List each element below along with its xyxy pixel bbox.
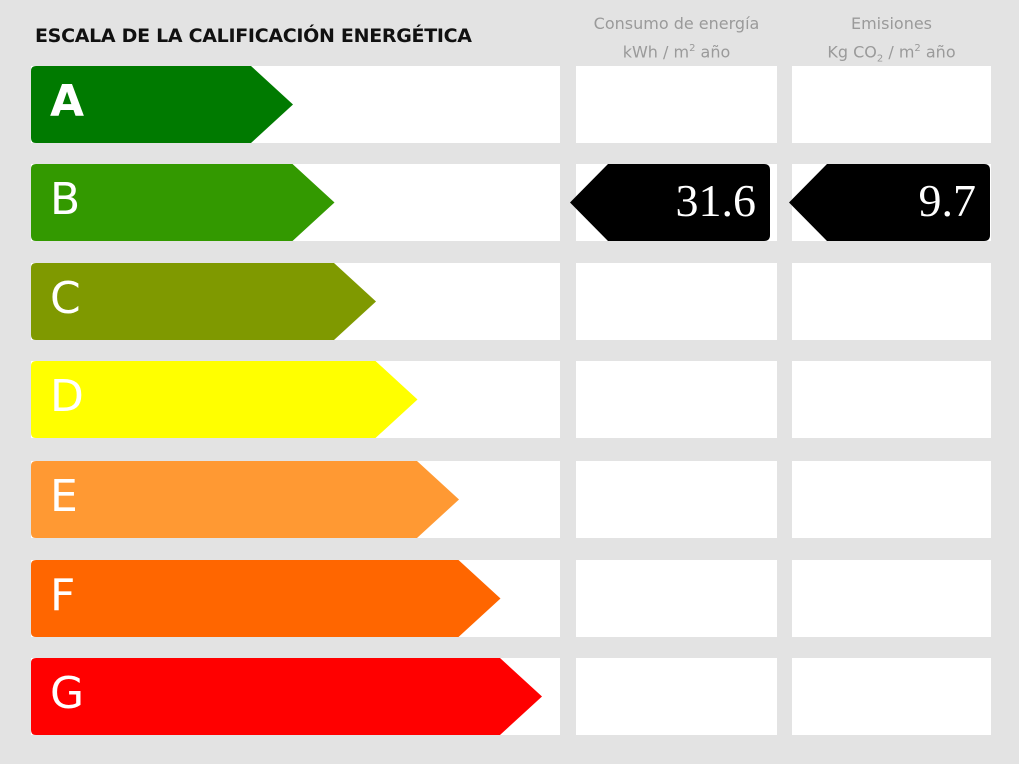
energy-cell [576, 461, 777, 538]
emissions-cell [792, 361, 991, 438]
emissions-indicator: 9.7 [789, 164, 990, 241]
rating-row-a: A [0, 66, 1019, 143]
emissions-cell [792, 461, 991, 538]
page-title: ESCALA DE LA CALIFICACIÓN ENERGÉTICA [35, 25, 472, 47]
rating-letter: G [50, 668, 85, 719]
emissions-header-label: Emisiones [850, 14, 933, 33]
energy-indicator-value: 31.6 [675, 175, 757, 226]
energy-indicator: 31.6 [570, 164, 770, 241]
emissions-cell [792, 66, 991, 143]
energy-cell [576, 560, 777, 637]
rating-row-d: D [0, 361, 1019, 438]
rating-arrow-a [31, 66, 293, 143]
rating-letter: D [50, 371, 84, 422]
energy-column-header: Consumo de energía kWh / m2 año [576, 11, 777, 64]
rating-row-c: C [0, 263, 1019, 340]
energy-cell [576, 263, 777, 340]
rating-arrow-b [31, 164, 335, 241]
rating-arrow-g [31, 658, 542, 735]
emissions-cell [792, 658, 991, 735]
energy-unit: kWh / m2 año [622, 42, 731, 62]
rating-row-e: E [0, 461, 1019, 538]
emissions-unit: Kg CO2 / m2 año [827, 42, 956, 65]
rating-letter: F [50, 570, 76, 621]
rating-row-b: B 31.6 9.7 [0, 164, 1019, 241]
rating-arrow-d [31, 361, 418, 438]
rating-letter: C [50, 273, 81, 324]
rating-arrow-f [31, 560, 501, 637]
energy-header-label: Consumo de energía [593, 14, 760, 33]
rating-letter: A [50, 76, 85, 127]
energy-cell [576, 658, 777, 735]
emissions-cell [792, 263, 991, 340]
energy-cell [576, 361, 777, 438]
emissions-cell [792, 560, 991, 637]
rating-arrow-c [31, 263, 376, 340]
emissions-indicator-value: 9.7 [918, 175, 977, 226]
rating-letter: E [50, 471, 78, 522]
rating-row-f: F [0, 560, 1019, 637]
rating-arrow-e [31, 461, 459, 538]
rating-row-g: G [0, 658, 1019, 735]
energy-cell [576, 66, 777, 143]
emissions-column-header: Emisiones Kg CO2 / m2 año [792, 11, 991, 72]
rating-letter: B [50, 174, 81, 225]
